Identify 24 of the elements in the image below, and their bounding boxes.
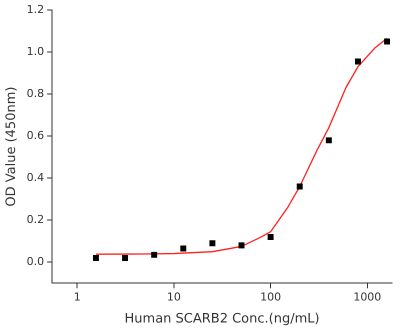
y-axis-title: OD Value (450nm) [4, 86, 20, 207]
y-tick-label: 0.2 [26, 213, 44, 226]
y-tick-label: 0.6 [26, 128, 44, 142]
point [326, 137, 332, 144]
y-tick-label: 0.0 [26, 255, 44, 268]
point [384, 38, 390, 44]
x-tick-label: 1000 [353, 290, 382, 304]
point [92, 255, 99, 261]
x-tick-label: 10 [166, 290, 181, 304]
x-tick-label: 100 [260, 290, 282, 304]
y-tick-label: 0.4 [26, 170, 44, 184]
point [268, 234, 274, 240]
point [238, 242, 244, 248]
point [296, 184, 303, 190]
point [151, 252, 158, 258]
x-tick-label: 1 [74, 290, 81, 304]
y-tick-label: 0.8 [26, 86, 44, 100]
point [180, 246, 186, 252]
y-tick-label: 1.2 [26, 2, 44, 16]
x-axis-title: Human SCARB2 Conc.(ng/mL) [124, 312, 320, 327]
point [354, 58, 361, 64]
y-tick-label: 1.0 [26, 44, 44, 58]
point [122, 255, 128, 261]
point [209, 240, 216, 246]
